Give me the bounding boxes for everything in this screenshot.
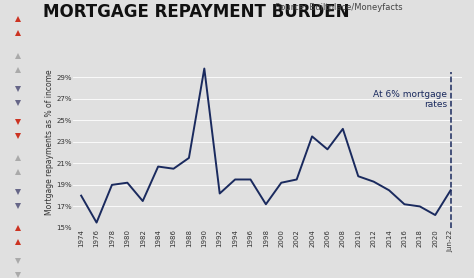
Text: At 6% mortgage
rates: At 6% mortgage rates xyxy=(373,90,447,110)
Text: MORTGAGE REPAYMENT BURDEN: MORTGAGE REPAYMENT BURDEN xyxy=(43,3,349,21)
Text: Source: Builtplace/Moneyfacts: Source: Builtplace/Moneyfacts xyxy=(275,3,402,12)
Y-axis label: Mortgage repayments as % of income: Mortgage repayments as % of income xyxy=(45,69,54,215)
